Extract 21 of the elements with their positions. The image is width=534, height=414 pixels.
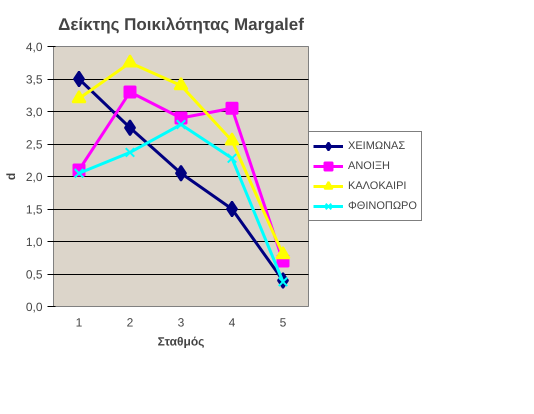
x-axis-title: Σταθμός <box>158 334 204 348</box>
y-tick-label: 1,5 <box>26 202 43 216</box>
x-tick-label: 4 <box>228 316 236 330</box>
x-tick-label: 2 <box>126 316 134 330</box>
x-tick-label: 5 <box>280 316 287 330</box>
y-tick-label: 0,0 <box>26 300 43 314</box>
legend-label: ΑΝΟΙΞΗ <box>348 160 390 172</box>
y-tick-label: 1,0 <box>26 235 43 249</box>
chart-title: Δείκτης Ποικιλότητας Margalef <box>58 15 304 34</box>
y-tick-label: 2,0 <box>26 170 43 184</box>
y-tick-label: 3,0 <box>26 105 43 119</box>
legend-label: ΦΘΙΝΟΠΩΡΟ <box>348 200 417 212</box>
y-tick-label: 2,5 <box>26 138 43 152</box>
y-axis-title: d <box>4 172 18 180</box>
x-tick-label: 3 <box>178 316 185 330</box>
legend-label: ΚΑΛΟΚΑΙΡΙ <box>348 180 406 192</box>
y-tick-label: 4,0 <box>26 40 43 54</box>
x-tick-label: 1 <box>76 316 83 330</box>
y-tick-label: 3,5 <box>26 72 43 86</box>
y-tick-label: 0,5 <box>26 268 43 282</box>
legend-label: ΧΕΙΜΩΝΑΣ <box>348 140 406 152</box>
